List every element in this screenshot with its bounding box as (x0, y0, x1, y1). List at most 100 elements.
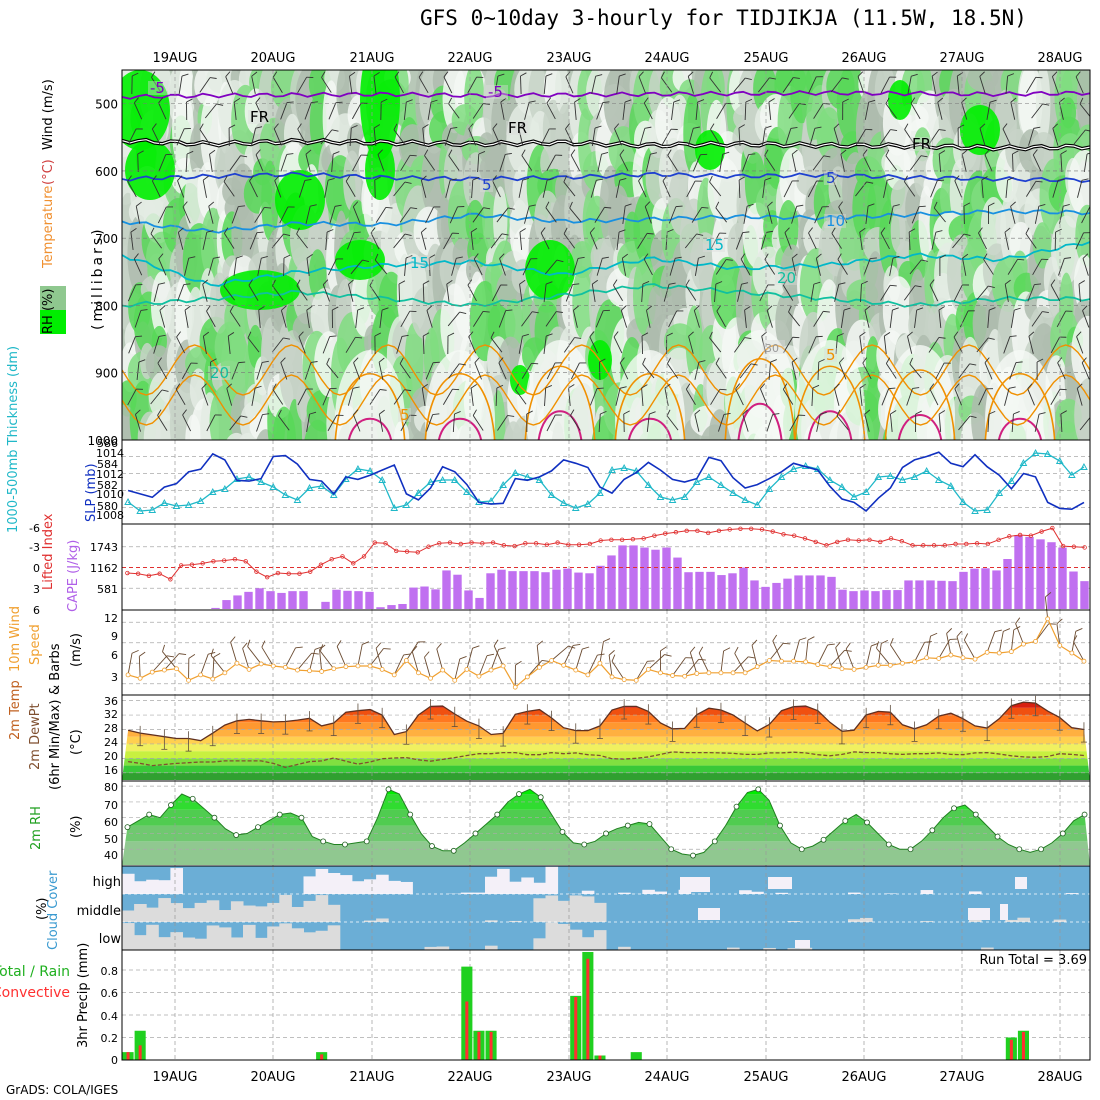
rh-patch (778, 199, 799, 257)
wind-barb (1082, 253, 1089, 276)
wind-barb (280, 101, 294, 120)
li-marker (727, 527, 732, 532)
wind-barb (596, 256, 609, 276)
wind-barb (272, 71, 283, 93)
li-marker (985, 541, 991, 547)
wind-barb (199, 77, 217, 93)
wind-barb (273, 123, 282, 146)
wind-barb (743, 203, 754, 224)
wind-barb (890, 410, 897, 433)
wind-barb (816, 411, 827, 432)
cape-bar (244, 591, 253, 609)
wind-marker (827, 664, 833, 670)
wind-barb (319, 644, 335, 669)
wind-barb (369, 648, 391, 667)
wind-barb (135, 201, 142, 224)
wind-barb (208, 201, 215, 224)
wind-barb (158, 153, 173, 172)
thickness-marker (511, 468, 520, 476)
li-marker (609, 537, 614, 543)
wind-barb (133, 97, 143, 120)
wind-barb (399, 207, 418, 223)
thickness-marker (281, 490, 290, 498)
li-marker (759, 527, 765, 532)
thickness-marker (172, 501, 181, 509)
wind-barb (1034, 412, 1046, 432)
cloud-cell (218, 910, 232, 922)
wind-marker (839, 666, 845, 672)
wind-barb (666, 409, 679, 431)
thickness-marker (995, 488, 1004, 496)
thickness-marker (499, 480, 507, 488)
wind-barb (495, 384, 504, 407)
wind-barb (521, 311, 539, 327)
cape-bar (673, 557, 682, 609)
wind-barb (570, 149, 581, 172)
wind-barb (885, 357, 897, 379)
wind-barb (1071, 628, 1083, 654)
wind-barb (444, 126, 458, 146)
wind-barb (958, 415, 977, 431)
rh-axis-label-unit: (%) (69, 816, 84, 839)
cape-bar (563, 568, 572, 609)
wind-barb (865, 203, 875, 224)
cape-bar (926, 580, 935, 609)
wind-barb (467, 76, 484, 94)
cape-bar (486, 573, 495, 609)
wind-barb (959, 310, 975, 328)
cloud-cell (194, 938, 208, 950)
wind-barb (374, 332, 382, 355)
wind-marker (730, 670, 736, 676)
wind-barb (1010, 307, 1021, 328)
rh-marker (733, 803, 740, 810)
li-marker (1050, 525, 1055, 531)
wind-barb (353, 409, 361, 432)
rh-marker (494, 811, 501, 818)
wind-barb (1081, 357, 1090, 380)
li-marker (781, 532, 786, 537)
li-marker (738, 526, 743, 531)
rh-patch (261, 160, 279, 241)
wind-barb (715, 201, 727, 223)
wind-barb (1009, 361, 1023, 380)
cape-bar (387, 605, 396, 609)
wind-barb (591, 279, 598, 302)
wind-barb (664, 383, 671, 406)
wind-barb (979, 123, 986, 146)
thickness-marker (1031, 448, 1040, 456)
slp-panel (122, 440, 1090, 524)
wind-barb (984, 357, 993, 380)
wind-barb (229, 305, 241, 327)
cape-bar (233, 595, 242, 609)
wind-barb (355, 307, 365, 328)
cloud-cell (1053, 919, 1067, 922)
wind-barb (808, 227, 817, 250)
wind-barb (710, 123, 721, 145)
wind-barb (885, 97, 897, 119)
wind-barb (978, 388, 994, 406)
cloud-cell (727, 947, 740, 950)
li-marker (835, 539, 840, 545)
wind-barb (789, 414, 806, 432)
precip-conv-bar (320, 1054, 324, 1060)
thickness-marker (414, 488, 423, 496)
wind-barb (694, 255, 705, 276)
cloud-cell (134, 935, 147, 950)
thickness-marker (596, 488, 604, 496)
wind-barb (306, 253, 313, 276)
wind-barb (254, 206, 272, 223)
wind-barb (845, 642, 855, 670)
rh-marker (516, 791, 522, 797)
wind-barb (831, 227, 842, 249)
li-marker (587, 541, 593, 547)
cloud-cell (291, 906, 304, 922)
wind-barb (177, 283, 191, 302)
cape-bar (420, 586, 429, 609)
li-marker (286, 571, 291, 576)
wind-barb (184, 305, 191, 328)
cape-bar (409, 587, 418, 609)
rh-marker (929, 827, 936, 834)
cloud-cell (581, 896, 595, 922)
cloud-cell (134, 881, 147, 894)
precip-tick: 0.6 (101, 987, 119, 1000)
